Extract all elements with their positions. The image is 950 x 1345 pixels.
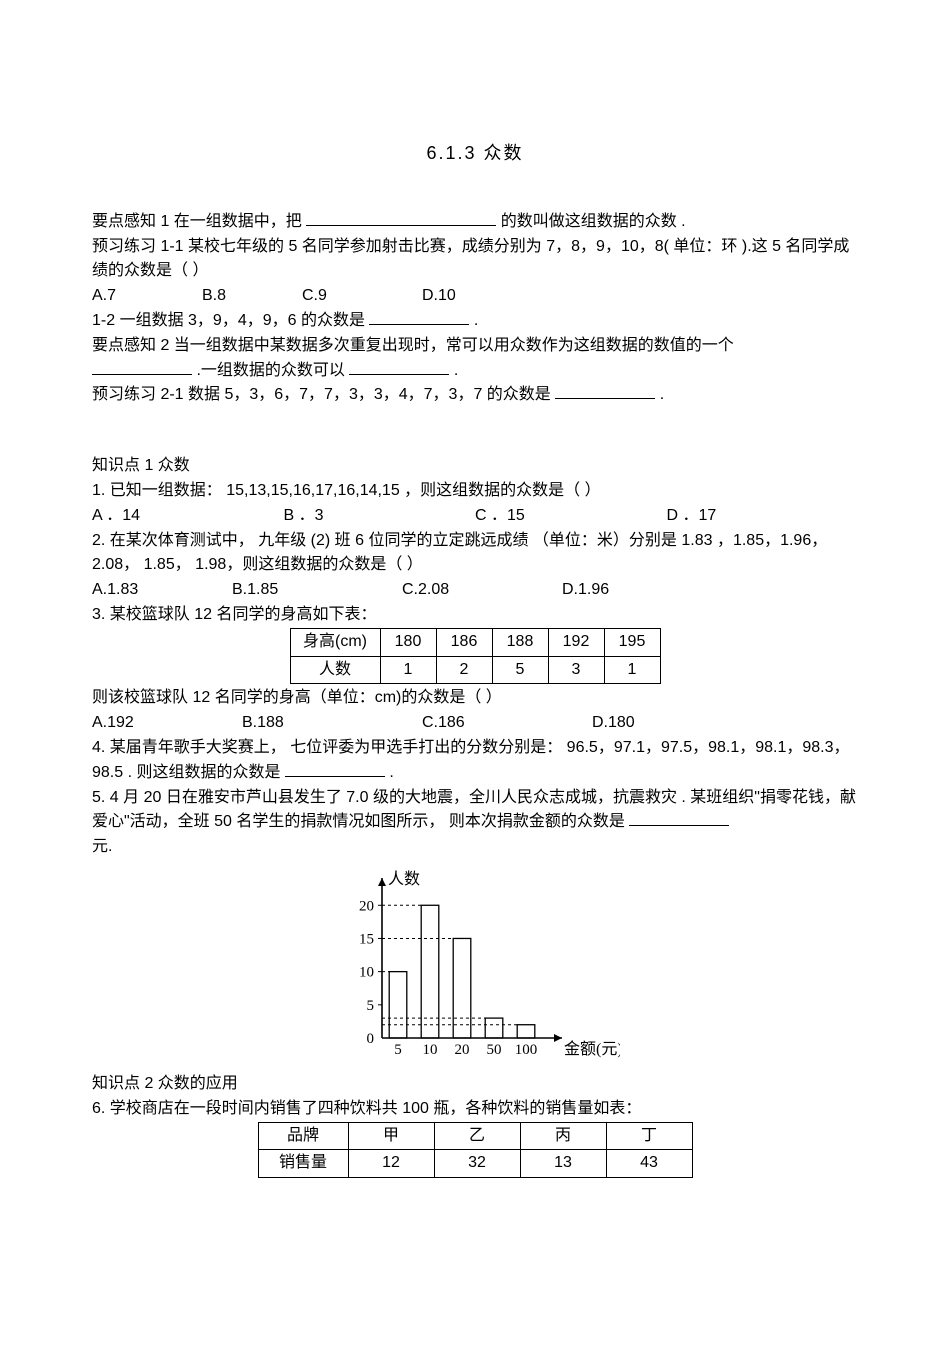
cell: 人数: [290, 656, 380, 684]
sales-table: 品牌 甲 乙 丙 丁 销售量 12 32 13 43: [258, 1122, 693, 1179]
table-row: 品牌 甲 乙 丙 丁: [258, 1122, 692, 1150]
cell: 乙: [434, 1122, 520, 1150]
q1: 1. 已知一组数据： 15,13,15,16,17,16,14,15 ，则这组数…: [92, 479, 858, 504]
text: 4. 某届青年歌手大奖赛上， 七位评委为甲选手打出的分数分别是： 96.5，97…: [92, 739, 850, 781]
point-2: 要点感知 2 当一组数据中某数据多次重复出现时，常可以用众数作为这组数据的数值的…: [92, 334, 858, 384]
knowledge-1: 知识点 1 众数: [92, 454, 858, 479]
svg-text:0: 0: [367, 1031, 375, 1047]
table-row: 身高(cm) 180 186 188 192 195: [290, 628, 660, 656]
opt-b: B.1.85: [232, 578, 402, 603]
q4: 4. 某届青年歌手大奖赛上， 七位评委为甲选手打出的分数分别是： 96.5，97…: [92, 736, 858, 786]
height-table: 身高(cm) 180 186 188 192 195 人数 1 2 5 3 1: [290, 628, 661, 685]
svg-text:100: 100: [515, 1042, 538, 1058]
opt-d: D.1.96: [562, 578, 609, 603]
text: .: [454, 362, 458, 379]
blank: [306, 210, 496, 226]
blank: [369, 309, 469, 325]
opt-c: C ．15: [475, 504, 667, 529]
cell: 1: [604, 656, 660, 684]
cell: 186: [436, 628, 492, 656]
text: 要点感知 1 在一组数据中，把: [92, 213, 306, 230]
blank: [349, 359, 449, 375]
cell: 身高(cm): [290, 628, 380, 656]
text: 的数叫做这组数据的众数 .: [501, 213, 686, 230]
opt-a: A.1.83: [92, 578, 232, 603]
q3: 3. 某校篮球队 12 名同学的身高如下表：: [92, 603, 858, 628]
text: .: [474, 312, 478, 329]
table-row: 销售量 12 32 13 43: [258, 1150, 692, 1178]
svg-text:20: 20: [455, 1042, 470, 1058]
blank: [629, 810, 729, 826]
section-title: 6.1.3 众数: [92, 140, 858, 168]
cell: 32: [434, 1150, 520, 1178]
cell: 192: [548, 628, 604, 656]
practice-1-1: 预习练习 1-1 某校七年级的 5 名同学参加射击比赛，成绩分别为 7，8，9，…: [92, 235, 858, 285]
svg-text:10: 10: [359, 965, 374, 981]
q1-options: A ．14 B ．3 C ．15 D ．17: [92, 504, 858, 529]
text: .: [389, 764, 393, 781]
opt-b: B ．3: [284, 504, 476, 529]
donation-chart: 5 10 15 20 5 10 20 50 100 0 人数金额(元): [92, 866, 858, 1066]
svg-text:50: 50: [487, 1042, 502, 1058]
point-1: 要点感知 1 在一组数据中，把 的数叫做这组数据的众数 .: [92, 210, 858, 235]
opt-b: B.188: [242, 711, 422, 736]
q1-1-options: A.7 B.8 C.9 D.10: [92, 284, 858, 309]
svg-text:5: 5: [367, 998, 375, 1014]
svg-text:金额(元): 金额(元): [564, 1040, 620, 1058]
practice-2-1: 预习练习 2-1 数据 5，3，6，7，7，3，3，4，7，3，7 的众数是 .: [92, 383, 858, 408]
svg-text:10: 10: [423, 1042, 438, 1058]
table-row: 人数 1 2 5 3 1: [290, 656, 660, 684]
cell: 2: [436, 656, 492, 684]
svg-text:人数: 人数: [388, 870, 420, 888]
q3-options: A.192 B.188 C.186 D.180: [92, 711, 858, 736]
opt-a: A.7: [92, 284, 202, 309]
q6: 6. 学校商店在一段时间内销售了四种饮料共 100 瓶，各种饮料的销售量如表：: [92, 1097, 858, 1122]
text: 1-2 一组数据 3，9，4，9，6 的众数是: [92, 312, 369, 329]
cell: 13: [520, 1150, 606, 1178]
cell: 品牌: [258, 1122, 348, 1150]
text: 预习练习 2-1 数据 5，3，6，7，7，3，3，4，7，3，7 的众数是: [92, 386, 555, 403]
svg-text:5: 5: [394, 1042, 402, 1058]
opt-d: D ．17: [667, 504, 859, 529]
opt-c: C.2.08: [402, 578, 562, 603]
opt-d: D.180: [592, 711, 635, 736]
cell: 丁: [606, 1122, 692, 1150]
opt-c: C.186: [422, 711, 592, 736]
opt-c: C.9: [302, 284, 422, 309]
q5: 5. 4 月 20 日在雅安市芦山县发生了 7.0 级的大地震，全川人民众志成城…: [92, 786, 858, 860]
text: .一组数据的众数可以: [196, 362, 349, 379]
cell: 3: [548, 656, 604, 684]
blank: [285, 761, 385, 777]
blank: [555, 383, 655, 399]
cell: 丙: [520, 1122, 606, 1150]
opt-a: A ．14: [92, 504, 284, 529]
cell: 43: [606, 1150, 692, 1178]
blank: [92, 359, 192, 375]
cell: 5: [492, 656, 548, 684]
svg-text:20: 20: [359, 898, 374, 914]
q3b: 则该校篮球队 12 名同学的身高（单位：cm)的众数是（ ）: [92, 686, 858, 711]
cell: 销售量: [258, 1150, 348, 1178]
text: .: [660, 386, 664, 403]
q2: 2. 在某次体育测试中， 九年级 (2) 班 6 位同学的立定跳远成绩 （单位：…: [92, 529, 858, 579]
opt-d: D.10: [422, 284, 456, 309]
cell: 12: [348, 1150, 434, 1178]
cell: 195: [604, 628, 660, 656]
cell: 188: [492, 628, 548, 656]
text: 要点感知 2 当一组数据中某数据多次重复出现时，常可以用众数作为这组数据的数值的…: [92, 337, 734, 354]
practice-1-2: 1-2 一组数据 3，9，4，9，6 的众数是 .: [92, 309, 858, 334]
text: 元.: [92, 838, 112, 855]
cell: 1: [380, 656, 436, 684]
opt-a: A.192: [92, 711, 242, 736]
text: 5. 4 月 20 日在雅安市芦山县发生了 7.0 级的大地震，全川人民众志成城…: [92, 789, 856, 831]
svg-text:15: 15: [359, 931, 374, 947]
cell: 180: [380, 628, 436, 656]
knowledge-2: 知识点 2 众数的应用: [92, 1072, 858, 1097]
opt-b: B.8: [202, 284, 302, 309]
q2-options: A.1.83 B.1.85 C.2.08 D.1.96: [92, 578, 858, 603]
cell: 甲: [348, 1122, 434, 1150]
